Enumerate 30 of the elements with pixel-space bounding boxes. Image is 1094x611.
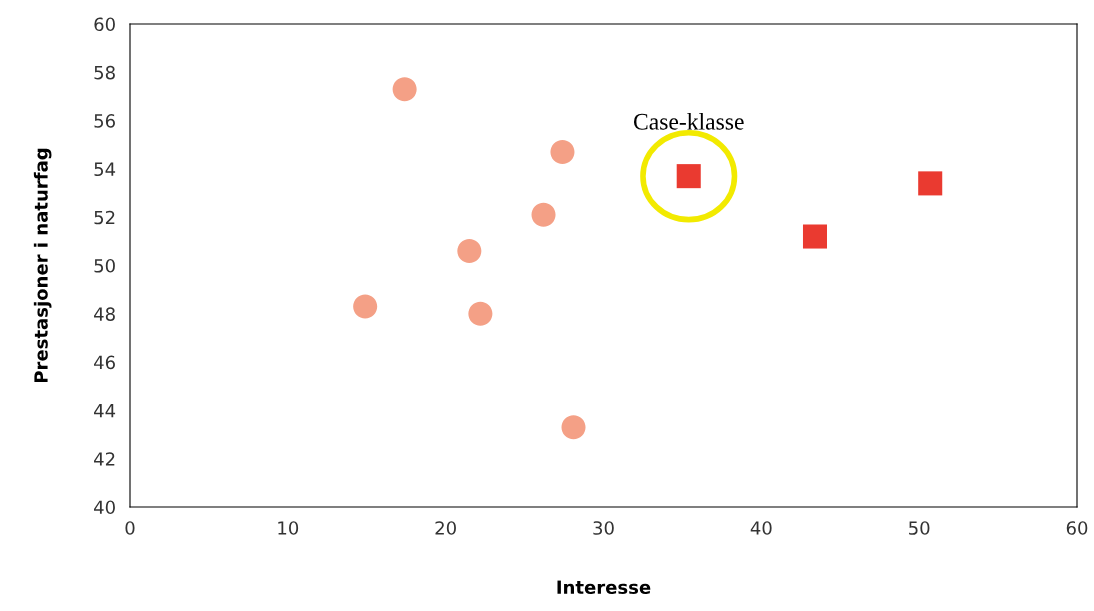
x-tick-label: 20 xyxy=(435,521,456,535)
y-tick-label: 42 xyxy=(94,452,115,466)
point xyxy=(353,294,378,319)
y-tick-label: 40 xyxy=(94,500,115,515)
x-tick-label: 50 xyxy=(909,521,930,535)
y-tick-label: 44 xyxy=(94,404,116,418)
x-tick-label: 60 xyxy=(1066,521,1088,535)
x-tick-label: 30 xyxy=(593,521,614,535)
y-tick-label: 56 xyxy=(94,114,115,128)
y-tick-label: 54 xyxy=(94,162,116,177)
y-axis-title: Prestasjoner i naturfag xyxy=(33,148,52,383)
x-tick-label: 0 xyxy=(125,521,135,535)
point xyxy=(531,202,556,227)
point xyxy=(550,139,575,165)
point xyxy=(392,77,417,102)
point xyxy=(802,224,828,249)
y-tick-label: 50 xyxy=(94,258,115,273)
y-tick-label: 60 xyxy=(94,17,115,32)
x-tick-label: 40 xyxy=(750,521,772,535)
y-tick-label: 58 xyxy=(94,65,115,80)
point xyxy=(468,301,493,326)
x-tick-label: 10 xyxy=(278,521,299,535)
point xyxy=(457,238,482,264)
y-tick-label: 48 xyxy=(94,307,115,321)
x-axis-title: Interesse xyxy=(557,580,651,595)
point xyxy=(918,171,943,196)
point xyxy=(561,415,586,440)
y-tick-label: 46 xyxy=(94,355,115,370)
annotation: Case-klasse xyxy=(633,113,744,130)
y-tick-label: 52 xyxy=(94,210,115,225)
